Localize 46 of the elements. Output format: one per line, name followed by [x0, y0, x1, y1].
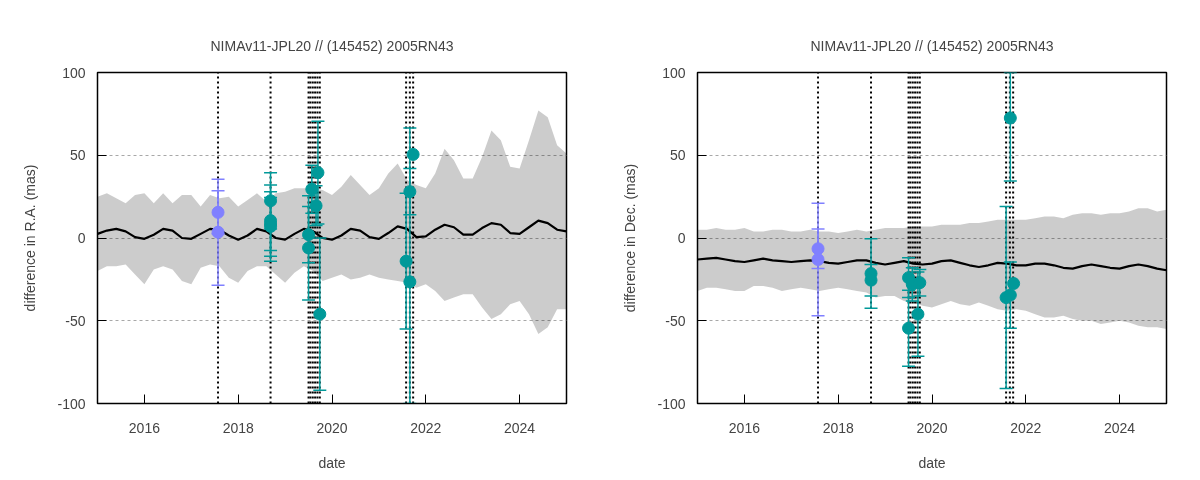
- point: [403, 275, 417, 289]
- y-tick-label: 50: [669, 147, 686, 164]
- point: [811, 242, 825, 256]
- point: [403, 185, 417, 199]
- x-axis-title: date: [318, 454, 346, 471]
- x-tick-label: 2024: [1104, 419, 1136, 436]
- point: [1003, 111, 1017, 125]
- chart-title: NIMAv11-JPL20 // (145452) 2005RN43: [810, 37, 1054, 54]
- point: [1007, 277, 1021, 290]
- x-tick-label: 2024: [504, 419, 536, 436]
- x-tick-label: 2022: [1010, 419, 1042, 436]
- point: [211, 205, 225, 219]
- y-tick-label: -100: [657, 395, 686, 412]
- y-axis-title: difference in R.A. (mas): [22, 164, 39, 312]
- point: [313, 307, 327, 321]
- point: [902, 321, 916, 335]
- point: [302, 241, 316, 255]
- y-axis-title: difference in Dec. (mas): [622, 163, 639, 313]
- point: [211, 225, 225, 239]
- point: [264, 194, 278, 208]
- y-tick-label: -100: [57, 395, 86, 412]
- x-tick-label: 2022: [410, 419, 442, 436]
- x-tick-label: 2016: [128, 419, 161, 436]
- y-tick-label: 0: [77, 230, 86, 246]
- y-tick-label: 0: [677, 230, 686, 246]
- point: [311, 166, 325, 180]
- y-tick-label: 50: [69, 147, 86, 164]
- y-tick-label: -50: [65, 312, 86, 329]
- point: [811, 253, 825, 266]
- y-tick-label: 100: [62, 64, 86, 81]
- point: [913, 276, 927, 290]
- x-tick-label: 2018: [822, 419, 854, 436]
- y-tick-label: 100: [662, 64, 686, 81]
- x-tick-label: 2020: [316, 419, 348, 436]
- chart-title: NIMAv11-JPL20 // (145452) 2005RN43: [210, 37, 454, 54]
- point: [399, 254, 413, 268]
- x-tick-label: 2020: [916, 419, 948, 436]
- x-tick-label: 2018: [222, 419, 254, 436]
- point: [305, 182, 319, 196]
- x-tick-label: 2016: [728, 419, 761, 436]
- y-tick-label: -50: [665, 312, 686, 329]
- point: [406, 147, 420, 161]
- point: [309, 199, 323, 213]
- point: [302, 228, 316, 242]
- x-axis-title: date: [918, 454, 946, 471]
- point: [911, 307, 925, 321]
